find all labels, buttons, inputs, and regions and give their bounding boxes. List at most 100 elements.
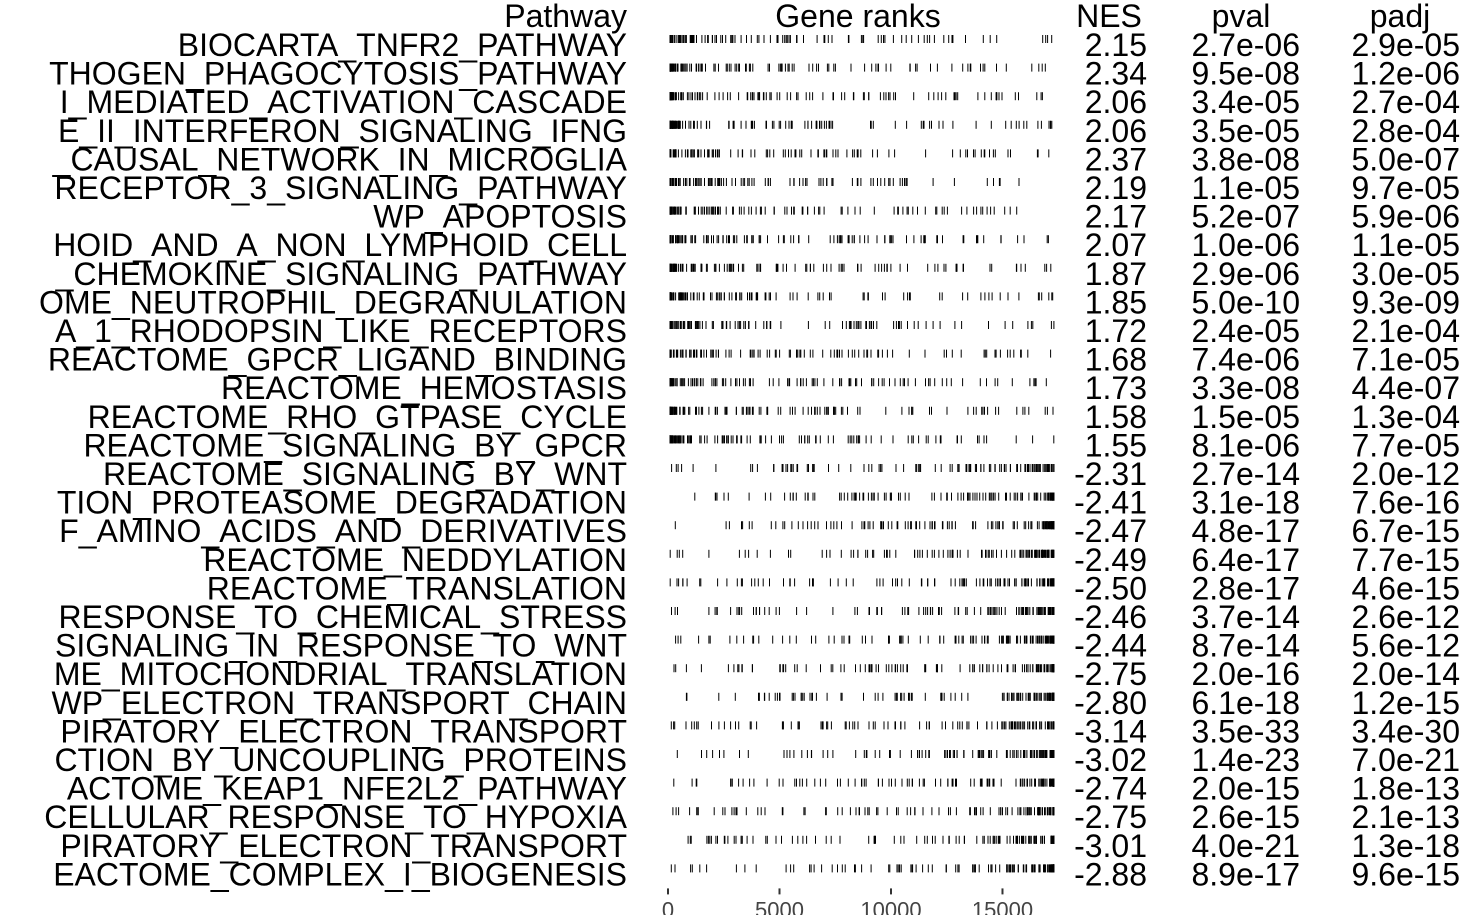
- gene-rank-barcode: [669, 406, 1054, 415]
- pval-value: 8.7e-14: [1191, 628, 1300, 664]
- padj-value: 1.1e-05: [1351, 227, 1460, 263]
- header-pathway: Pathway: [504, 0, 627, 34]
- pathway-name: RESPONSE_TO_CHEMICAL_STRESS: [59, 599, 627, 635]
- x-tick-label: 10000: [860, 897, 921, 915]
- pval-value: 3.5e-05: [1191, 113, 1300, 149]
- nes-value: -2.75: [1074, 799, 1147, 835]
- gene-rank-barcode: [669, 178, 1020, 186]
- padj-value: 1.8e-13: [1351, 771, 1460, 807]
- padj-value: 2.8e-04: [1351, 113, 1460, 149]
- pathway-name: REACTOME_SIGNALING_BY_GPCR: [83, 427, 627, 463]
- table-row: _CHEMOKINE_SIGNALING_PATHWAY 1.87 2.9e-06 3…: [55, 256, 1460, 292]
- nes-value: 2.37: [1085, 141, 1147, 177]
- pval-value: 2.9e-06: [1191, 256, 1300, 292]
- nes-value: -2.80: [1074, 685, 1147, 721]
- padj-value: 7.7e-15: [1351, 542, 1460, 578]
- padj-value: 6.7e-15: [1351, 513, 1460, 549]
- table-row: REACTOME_HEMOSTASIS 1.73 3.3e-08 4.4e-07: [221, 370, 1460, 406]
- table-row: _CAUSAL_NETWORK_IN_MICROGLIA 2.37 3.8e-08 5…: [52, 141, 1460, 177]
- pathway-name: REACTOME_SIGNALING_BY_WNT: [103, 456, 627, 492]
- gene-rank-barcode: [674, 521, 1055, 530]
- padj-value: 5.6e-12: [1351, 628, 1460, 664]
- pathway-name: RECEPTOR_3_SIGNALING_PATHWAY: [54, 170, 627, 206]
- gene-rank-barcode: [687, 835, 1055, 844]
- pval-value: 3.5e-33: [1191, 713, 1300, 749]
- nes-value: 1.55: [1085, 427, 1147, 463]
- pathway-name: TION_PROTEASOME_DEGRADATION: [57, 485, 627, 521]
- header-pval: pval: [1212, 0, 1271, 34]
- gene-rank-barcode: [669, 321, 1055, 329]
- nes-value: -2.88: [1074, 856, 1147, 892]
- table-row: TION_PROTEASOME_DEGRADATION -2.41 3.1e-18 7…: [57, 485, 1460, 521]
- gene-rank-barcode: [669, 235, 1049, 244]
- pathway-name: EACTOME_COMPLEX_I_BIOGENESIS: [53, 856, 627, 892]
- gene-rank-barcode: [669, 435, 1055, 444]
- table-row: THOGEN_PHAGOCYTOSIS_PATHWAY 2.34 9.5e-08 1.…: [49, 56, 1460, 92]
- padj-value: 2.0e-12: [1351, 456, 1460, 492]
- nes-value: -3.14: [1074, 713, 1147, 749]
- nes-value: -2.74: [1074, 771, 1147, 807]
- pval-value: 3.3e-08: [1191, 370, 1300, 406]
- padj-value: 2.6e-12: [1351, 599, 1460, 635]
- nes-value: 1.87: [1085, 256, 1147, 292]
- pathway-name: ACTOME_KEAP1_NFE2L2_PATHWAY: [67, 771, 627, 807]
- table-row: E_II_INTERFERON_SIGNALING_IFNG 2.06 3.5e-0…: [58, 113, 1460, 149]
- nes-value: 2.06: [1085, 113, 1147, 149]
- x-tick-label: 15000: [972, 897, 1033, 915]
- pathway-name: ME_MITOCHONDRIAL_TRANSLATION: [54, 656, 627, 692]
- gene-rank-barcode: [669, 549, 1055, 558]
- pval-value: 2.7e-06: [1191, 27, 1300, 63]
- gene-rank-barcode: [672, 807, 1055, 816]
- x-tick-label: 0: [662, 897, 674, 915]
- pval-value: 2.0e-15: [1191, 771, 1300, 807]
- padj-value: 9.6e-15: [1351, 856, 1460, 892]
- nes-value: -2.49: [1074, 542, 1147, 578]
- gene-rank-barcode: [694, 492, 1055, 501]
- header-nes: NES: [1076, 0, 1142, 34]
- table-row: REACTOME_TRANSLATION -2.50 2.8e-17 4.6e-15: [207, 570, 1460, 606]
- table-row: PIRATORY_ELECTRON_TRANSPORT -3.01 4.0e-21 1…: [60, 828, 1460, 864]
- table-row: ACTOME_KEAP1_NFE2L2_PATHWAY -2.74 2.0e-15 1…: [67, 771, 1460, 807]
- pathway-name: REACTOME_NEDDYLATION: [203, 542, 627, 578]
- gene-rank-barcode: [673, 778, 1055, 787]
- pathway-name: PIRATORY_ELECTRON_TRANSPORT: [60, 713, 627, 749]
- pathway-name: REACTOME_HEMOSTASIS: [221, 370, 627, 406]
- nes-value: -2.44: [1074, 628, 1147, 664]
- nes-value: -2.41: [1074, 485, 1147, 521]
- padj-value: 1.2e-15: [1351, 685, 1460, 721]
- pathway-name: WP_ELECTRON_TRANSPORT_CHAIN: [51, 685, 627, 721]
- x-tick-label: 5000: [755, 897, 804, 915]
- pval-value: 8.9e-17: [1191, 856, 1300, 892]
- pathway-name: OME_NEUTROPHIL_DEGRANULATION: [39, 284, 627, 320]
- padj-value: 5.0e-07: [1351, 141, 1460, 177]
- pval-value: 3.4e-05: [1191, 84, 1300, 120]
- header-gene-ranks: Gene ranks: [775, 0, 940, 34]
- pathway-name: I_MEDIATED_ACTIVATION_CASCADE: [60, 84, 627, 120]
- pval-value: 7.4e-06: [1191, 342, 1300, 378]
- padj-value: 4.4e-07: [1351, 370, 1460, 406]
- table-row: SIGNALING_IN_RESPONSE_TO_WNT -2.44 8.7e-14…: [55, 628, 1460, 664]
- pathway-name: _CAUSAL_NETWORK_IN_MICROGLIA: [52, 141, 628, 177]
- table-headers: Pathway Gene ranks NES pval padj: [504, 0, 1430, 34]
- table-row: EACTOME_COMPLEX_I_BIOGENESIS -2.88 8.9e-17…: [53, 856, 1460, 892]
- gene-rank-barcode: [669, 349, 1052, 358]
- gene-rank-barcode: [670, 864, 1055, 873]
- table-row: OME_NEUTROPHIL_DEGRANULATION 1.85 5.0e-10 9…: [39, 284, 1460, 320]
- pathway-name: WP_APOPTOSIS: [373, 199, 627, 235]
- pval-value: 2.4e-05: [1191, 313, 1300, 349]
- nes-value: 2.15: [1085, 27, 1147, 63]
- pval-value: 4.0e-21: [1191, 828, 1300, 864]
- gene-rank-barcode: [671, 607, 1055, 615]
- pathway-name: HOID_AND_A_NON_LYMPHOID_CELL: [53, 227, 627, 263]
- gene-rank-barcode: [685, 692, 1055, 701]
- pathway-name: F_AMINO_ACIDS_AND_DERIVATIVES: [59, 513, 627, 549]
- table-row: BIOCARTA_TNFR2_PATHWAY 2.15 2.7e-06 2.9e-05: [178, 27, 1460, 63]
- padj-value: 9.3e-09: [1351, 284, 1460, 320]
- padj-value: 2.1e-13: [1351, 799, 1460, 835]
- gene-rank-barcode: [669, 263, 1052, 272]
- pathway-name: _CHEMOKINE_SIGNALING_PATHWAY: [55, 256, 627, 292]
- table-row: CTION_BY_UNCOUPLING_PROTEINS -3.02 1.4e-23…: [54, 742, 1460, 778]
- table-row: CELLULAR_RESPONSE_TO_HYPOXIA -2.75 2.6e-15…: [44, 799, 1460, 835]
- padj-value: 2.7e-04: [1351, 84, 1460, 120]
- padj-value: 2.9e-05: [1351, 27, 1460, 63]
